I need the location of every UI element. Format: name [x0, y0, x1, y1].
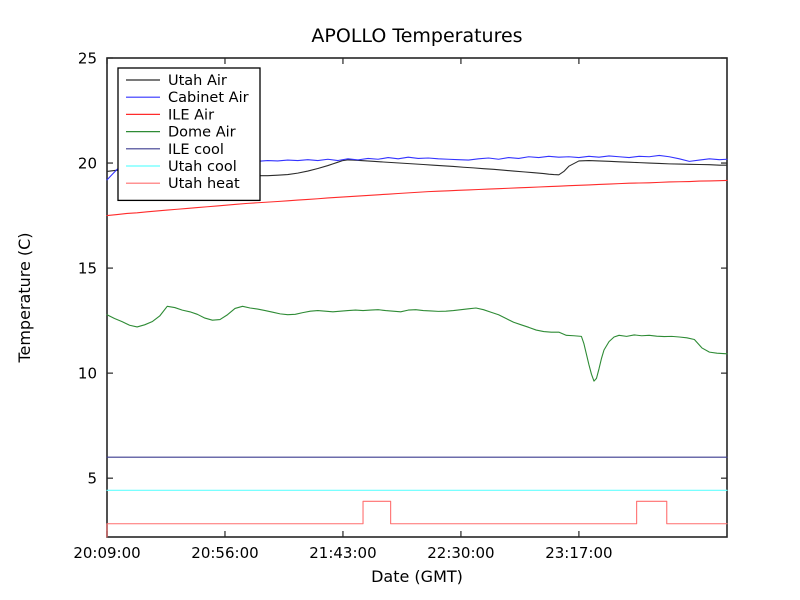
y-tick-label: 5 — [87, 470, 97, 488]
series-line-utah-heat — [106, 500, 728, 538]
x-tick-label: 21:43:00 — [309, 544, 376, 562]
legend-label-ile-air: ILE Air — [168, 107, 214, 123]
y-tick-label: 10 — [78, 365, 97, 383]
legend-label-utah-cool: Utah cool — [168, 159, 237, 175]
x-tick-label: 20:09:00 — [73, 544, 140, 562]
x-axis-title: Date (GMT) — [371, 567, 463, 586]
chart-title: APOLLO Temperatures — [311, 25, 522, 47]
series-line-ile-air — [106, 179, 728, 217]
legend-label-utah-air: Utah Air — [168, 73, 227, 89]
legend-label-utah-heat: Utah heat — [168, 176, 240, 192]
legend-label-cabinet-air: Cabinet Air — [168, 90, 249, 106]
legend-label-ile-cool: ILE cool — [168, 142, 224, 158]
x-tick-label: 23:17:00 — [545, 544, 612, 562]
legend-label-dome-air: Dome Air — [168, 125, 236, 141]
x-tick-label: 20:56:00 — [191, 544, 258, 562]
y-axis-title: Temperature (C) — [15, 232, 34, 363]
x-tick-label: 22:30:00 — [427, 544, 494, 562]
legend-box — [117, 67, 261, 202]
series-line-dome-air — [106, 305, 728, 382]
y-tick-label: 20 — [78, 155, 97, 173]
y-tick-label: 25 — [78, 50, 97, 68]
y-tick-label: 15 — [78, 260, 97, 278]
